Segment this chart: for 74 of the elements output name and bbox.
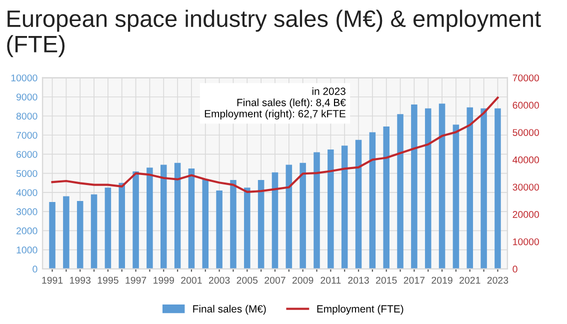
y2-tick-label: 70000 [512, 74, 539, 82]
bar [424, 108, 432, 269]
x-tick-label: 2001 [181, 276, 202, 284]
bar [300, 162, 306, 269]
chart-title: European space industry sales (M€) & employment (FTE) [7, 10, 541, 58]
y-tick-label: 1000 [16, 246, 38, 254]
bar [452, 124, 460, 269]
bar [355, 140, 362, 269]
bar [160, 164, 167, 269]
bar [411, 104, 418, 269]
y-tick-label: 8000 [16, 112, 38, 120]
bar [90, 194, 98, 269]
bar [272, 172, 278, 269]
bar [328, 149, 334, 269]
bar [314, 152, 320, 269]
x-tick-label: 2019 [432, 276, 452, 284]
bar [49, 202, 56, 269]
x-tick-label: 1997 [126, 276, 146, 284]
x-tick-label: 2021 [460, 276, 480, 284]
bar [383, 126, 390, 269]
y-tick-label: 2000 [16, 227, 38, 234]
bar [104, 188, 112, 269]
annotation: in 2023 Final sales (left): 8,4 B€ Employment (right): 62,7 kFTE [204, 87, 346, 120]
x-tick-label: 2009 [292, 276, 314, 284]
bar [174, 162, 181, 269]
y-tick-label: 6000 [16, 150, 38, 158]
x-tick-label: 2017 [404, 276, 425, 284]
y2-tick-label: 60000 [512, 102, 539, 109]
bar [244, 188, 250, 269]
bar [341, 146, 348, 269]
bar [480, 108, 487, 269]
y-tick-label: 5000 [16, 170, 38, 177]
y2-tick-label: 20000 [512, 211, 539, 218]
y-tick-label: 7000 [16, 132, 38, 139]
x-tick-label: 2023 [487, 276, 508, 284]
y-tick-label: 4000 [16, 189, 38, 196]
x-tick-label: 2005 [236, 276, 258, 284]
x-tick-label: 1999 [154, 276, 174, 284]
bar [369, 132, 376, 269]
x-tick-label: 2015 [376, 276, 397, 284]
bar [132, 171, 139, 269]
bar [202, 179, 209, 269]
x-tick-label: 1993 [70, 276, 90, 284]
bar [466, 107, 474, 269]
line-series [51, 96, 499, 193]
bar [188, 168, 195, 269]
bar [63, 196, 70, 269]
x-tick-label: 1995 [98, 276, 118, 284]
x-tick-label: 1991 [42, 276, 63, 284]
bar [286, 164, 292, 269]
y2-tick-label: 40000 [512, 156, 539, 164]
legend-label: Final sales (M€) [193, 304, 266, 315]
y2-tick-label: 0 [512, 266, 518, 273]
legend-label: Employment (FTE) [317, 304, 404, 315]
bar [258, 180, 264, 269]
bar [494, 108, 501, 269]
y2-tick-label: 50000 [512, 129, 539, 136]
bar [230, 180, 236, 269]
bar [438, 104, 446, 269]
bar [146, 168, 153, 269]
y2-tick-label: 10000 [513, 238, 539, 246]
x-tick-label: 2011 [320, 276, 341, 284]
x-tick-label: 2003 [208, 276, 230, 284]
bar [118, 182, 126, 269]
bar [216, 190, 222, 269]
y-tick-label: 0 [32, 266, 38, 273]
y-tick-label: 3000 [16, 208, 38, 216]
bar [76, 201, 84, 269]
y-tick-label: 9000 [16, 94, 38, 100]
y-tick-label: 10000 [11, 74, 38, 82]
x-tick-label: 2013 [348, 276, 369, 284]
bar [397, 114, 404, 269]
x-tick-label: 2007 [264, 276, 286, 284]
y2-tick-label: 30000 [512, 184, 539, 191]
